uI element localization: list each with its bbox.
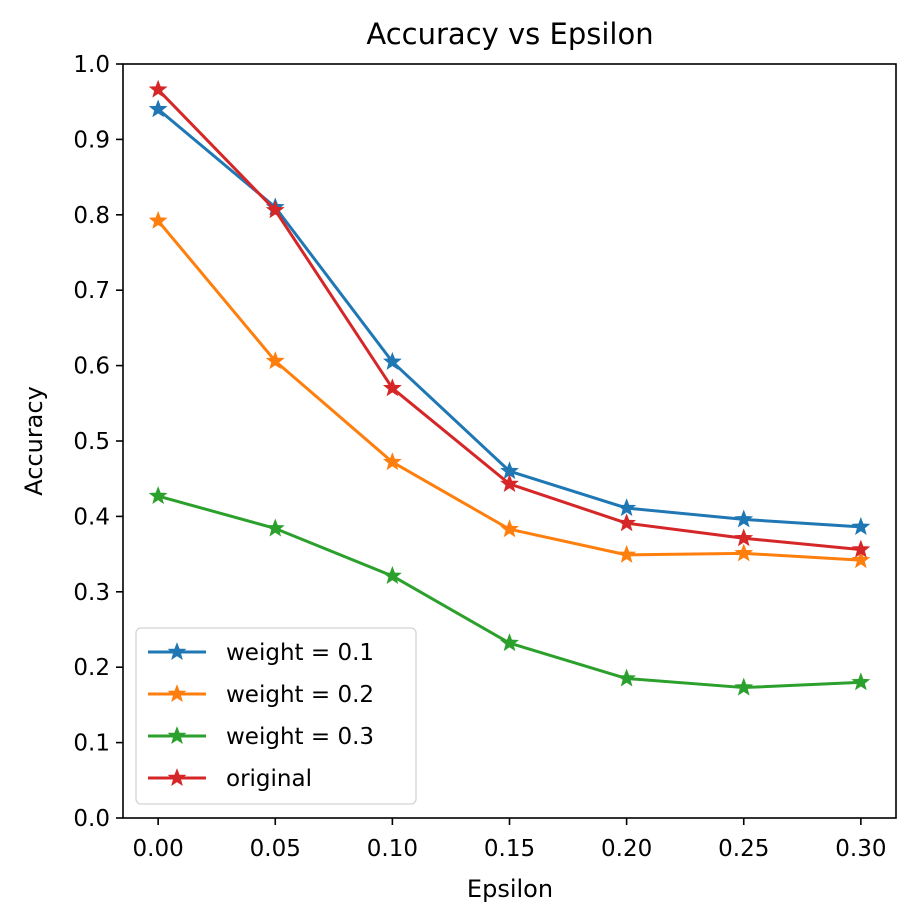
y-tick-label: 0.7 bbox=[73, 278, 110, 304]
data-point bbox=[851, 517, 871, 535]
data-point bbox=[851, 672, 871, 691]
y-axis: 0.0 0.1 0.2 0.3 0.4 0.5 0.6 0.7 0.8 0.9 1.0 bbox=[73, 52, 123, 832]
legend-label: weight = 0.2 bbox=[226, 682, 374, 708]
x-tick-label: 0.30 bbox=[835, 836, 886, 862]
plot-series bbox=[148, 79, 871, 696]
y-tick-label: 0.0 bbox=[73, 806, 110, 832]
chart-title: Accuracy vs Epsilon bbox=[366, 17, 653, 51]
legend-label: original bbox=[226, 766, 312, 792]
series-2 bbox=[148, 210, 871, 569]
legend: weight = 0.1 weight = 0.2 weight = 0.3 orig… bbox=[135, 627, 417, 805]
legend-entry: original bbox=[148, 766, 312, 792]
data-point bbox=[265, 518, 285, 537]
data-point bbox=[382, 452, 402, 471]
x-tick-label: 0.05 bbox=[250, 836, 301, 862]
y-tick-label: 1.0 bbox=[73, 52, 110, 78]
legend-entry: weight = 0.3 bbox=[148, 724, 374, 750]
x-tick-label: 0.15 bbox=[484, 836, 535, 862]
y-tick-label: 0.3 bbox=[73, 580, 110, 606]
data-point bbox=[851, 550, 871, 569]
x-axis-label: Epsilon bbox=[467, 875, 553, 903]
data-point bbox=[382, 566, 402, 584]
data-point bbox=[617, 498, 637, 517]
data-point bbox=[148, 79, 168, 98]
data-point bbox=[734, 543, 754, 562]
x-tick-label: 0.00 bbox=[133, 836, 184, 862]
y-tick-label: 0.2 bbox=[73, 655, 110, 681]
data-point bbox=[734, 528, 754, 547]
legend-label: weight = 0.3 bbox=[226, 724, 374, 750]
x-tick-label: 0.20 bbox=[601, 836, 652, 862]
data-point bbox=[382, 351, 402, 370]
data-point bbox=[500, 633, 519, 652]
legend-marker bbox=[167, 642, 187, 661]
x-tick-label: 0.10 bbox=[367, 836, 418, 862]
series-1 bbox=[148, 99, 871, 535]
legend-marker bbox=[167, 726, 187, 745]
data-point bbox=[734, 509, 754, 528]
data-point bbox=[148, 486, 168, 505]
data-point bbox=[148, 99, 168, 118]
y-tick-label: 0.5 bbox=[73, 429, 110, 455]
legend-marker bbox=[167, 684, 187, 703]
data-point bbox=[265, 200, 285, 219]
data-point bbox=[617, 544, 637, 563]
y-tick-label: 0.1 bbox=[73, 731, 110, 757]
series-line bbox=[156, 218, 863, 562]
legend-entry: weight = 0.2 bbox=[148, 682, 374, 708]
data-point bbox=[500, 474, 519, 492]
legend-label: weight = 0.1 bbox=[226, 640, 374, 666]
x-axis: 0.00 0.05 0.10 0.15 0.20 0.25 0.30 bbox=[133, 818, 886, 862]
data-point bbox=[148, 210, 168, 229]
y-tick-label: 0.9 bbox=[73, 127, 110, 153]
y-axis-label: Accuracy bbox=[20, 386, 48, 496]
data-point bbox=[617, 668, 637, 687]
data-point bbox=[734, 677, 754, 696]
legend-entry: weight = 0.1 bbox=[148, 640, 374, 666]
series-4 bbox=[148, 79, 871, 558]
y-tick-label: 0.6 bbox=[73, 354, 110, 380]
legend-marker bbox=[167, 768, 187, 787]
data-point bbox=[382, 378, 402, 397]
data-point bbox=[851, 539, 871, 558]
data-point bbox=[265, 351, 285, 370]
x-tick-label: 0.25 bbox=[718, 836, 769, 862]
y-tick-label: 0.8 bbox=[73, 203, 110, 229]
y-tick-label: 0.4 bbox=[73, 504, 110, 530]
legend-box bbox=[135, 627, 417, 805]
data-point bbox=[500, 519, 519, 538]
series-3 bbox=[148, 486, 871, 696]
data-point bbox=[617, 513, 637, 532]
